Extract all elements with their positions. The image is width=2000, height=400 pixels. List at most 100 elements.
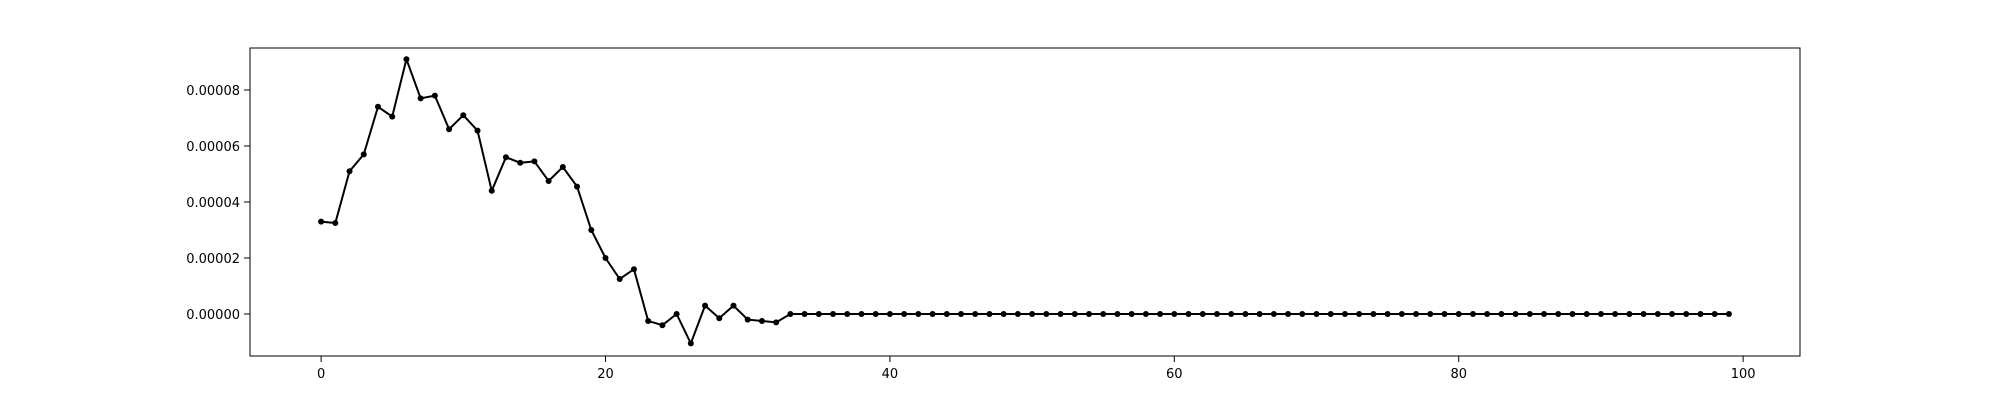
- data-point: [886, 311, 893, 317]
- data-point: [801, 311, 808, 317]
- data-point: [1640, 311, 1647, 317]
- data-point: [616, 276, 623, 282]
- data-point: [1555, 311, 1562, 317]
- data-point: [1114, 311, 1121, 317]
- data-point: [901, 311, 908, 317]
- data-point: [559, 164, 566, 170]
- series-line: [321, 55, 1729, 346]
- data-point: [986, 311, 993, 317]
- data-point: [1626, 311, 1633, 317]
- data-point: [318, 218, 325, 225]
- data-point: [389, 113, 396, 120]
- data-point: [474, 127, 481, 134]
- data-point: [1683, 311, 1690, 317]
- x-tick-label: 60: [1166, 367, 1183, 382]
- data-point: [758, 318, 765, 324]
- data-point: [1541, 311, 1548, 317]
- data-point: [1711, 311, 1718, 317]
- data-point: [858, 311, 865, 317]
- data-point: [1725, 311, 1732, 317]
- data-point: [702, 302, 709, 309]
- data-point: [502, 154, 509, 161]
- data-point: [1484, 311, 1491, 317]
- data-point: [517, 159, 524, 166]
- data-point: [1384, 311, 1391, 317]
- data-point: [1398, 311, 1405, 317]
- x-tick-label: 100: [1731, 367, 1756, 382]
- data-point: [1697, 311, 1704, 317]
- data-point: [773, 319, 780, 326]
- data-point: [830, 311, 837, 317]
- data-point: [844, 311, 851, 317]
- data-point: [602, 255, 609, 261]
- x-axis: 0 20 40 60 80 100: [317, 356, 1756, 382]
- data-point: [1256, 311, 1263, 317]
- data-point: [1669, 311, 1676, 317]
- data-point: [1583, 311, 1590, 317]
- data-point: [417, 95, 424, 102]
- data-point: [1128, 311, 1135, 317]
- data-point: [1142, 311, 1149, 317]
- data-point: [460, 112, 467, 119]
- series-markers: [318, 56, 1732, 347]
- data-point: [1612, 311, 1619, 317]
- x-tick-label: 0: [317, 367, 325, 382]
- data-point: [1199, 311, 1206, 317]
- data-point: [815, 311, 822, 317]
- data-point: [730, 302, 737, 309]
- data-point: [1000, 311, 1007, 317]
- plot-area: [249, 47, 1801, 357]
- data-point: [1299, 311, 1306, 317]
- data-point: [1441, 311, 1448, 317]
- data-point: [588, 227, 595, 233]
- data-point: [744, 316, 751, 323]
- data-point: [332, 220, 339, 226]
- data-point: [645, 318, 652, 324]
- data-point: [1029, 311, 1036, 317]
- data-point: [1085, 311, 1092, 317]
- x-tick-label: 80: [1450, 367, 1467, 382]
- data-point: [431, 92, 438, 99]
- data-point: [1285, 311, 1292, 317]
- y-tick-label: 0.00000: [186, 308, 240, 323]
- data-point: [1356, 311, 1363, 317]
- data-point: [1185, 311, 1192, 317]
- data-point: [1569, 311, 1576, 317]
- data-point: [1043, 311, 1050, 317]
- data-point: [1654, 311, 1661, 317]
- data-point: [630, 266, 637, 273]
- data-point: [915, 311, 922, 317]
- data-point: [1171, 311, 1178, 317]
- x-tick-label: 40: [882, 367, 899, 382]
- data-point: [787, 311, 794, 317]
- y-tick-label: 0.00002: [186, 252, 240, 267]
- y-axis: 0.00000 0.00002 0.00004 0.00006 0.00008: [186, 84, 250, 323]
- data-point: [1057, 311, 1064, 317]
- data-point: [1341, 311, 1348, 317]
- y-tick-label: 0.00008: [186, 84, 240, 99]
- data-point: [1455, 311, 1462, 317]
- data-point: [1213, 311, 1220, 317]
- data-point: [1512, 311, 1519, 317]
- data-point: [972, 311, 979, 317]
- data-point: [1526, 311, 1533, 317]
- y-tick-label: 0.00006: [186, 140, 240, 155]
- data-point: [488, 187, 495, 194]
- data-point: [1498, 311, 1505, 317]
- data-point: [1469, 311, 1476, 317]
- data-point: [446, 126, 453, 133]
- data-point: [1157, 311, 1164, 317]
- data-point: [659, 322, 666, 329]
- data-point: [687, 340, 694, 347]
- data-point: [374, 103, 381, 110]
- data-point: [1242, 311, 1249, 317]
- data-point: [574, 183, 581, 190]
- data-point: [1313, 311, 1320, 317]
- data-point: [929, 311, 936, 317]
- data-point: [360, 151, 367, 158]
- data-point: [403, 56, 410, 63]
- data-point: [673, 311, 680, 317]
- data-point: [1427, 311, 1434, 317]
- data-point: [1014, 311, 1021, 317]
